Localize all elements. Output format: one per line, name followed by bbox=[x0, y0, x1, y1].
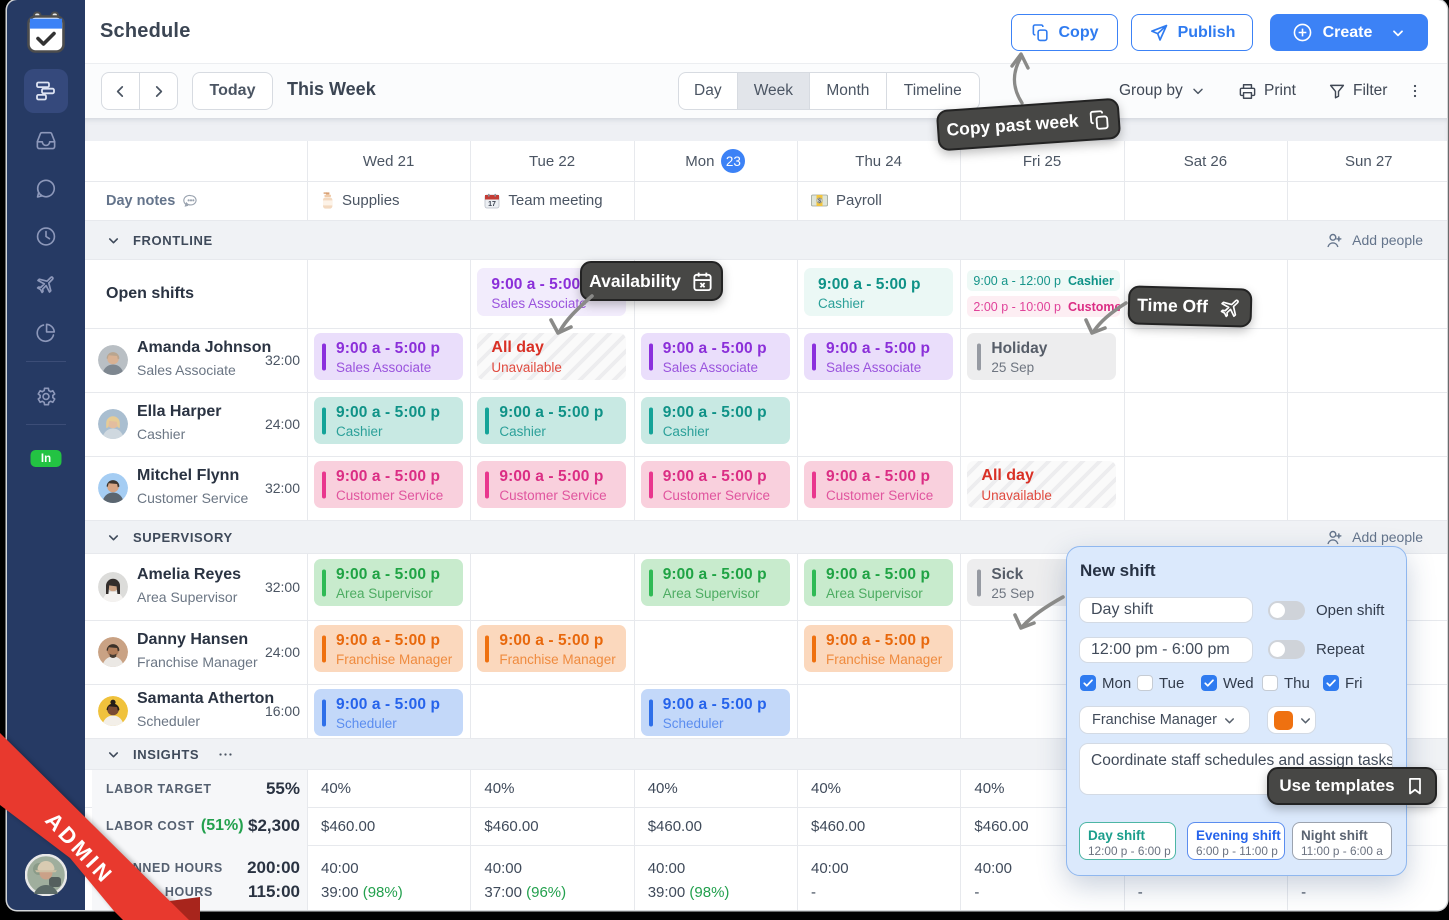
svg-text:17: 17 bbox=[488, 201, 496, 208]
svg-text:$: $ bbox=[818, 199, 822, 205]
